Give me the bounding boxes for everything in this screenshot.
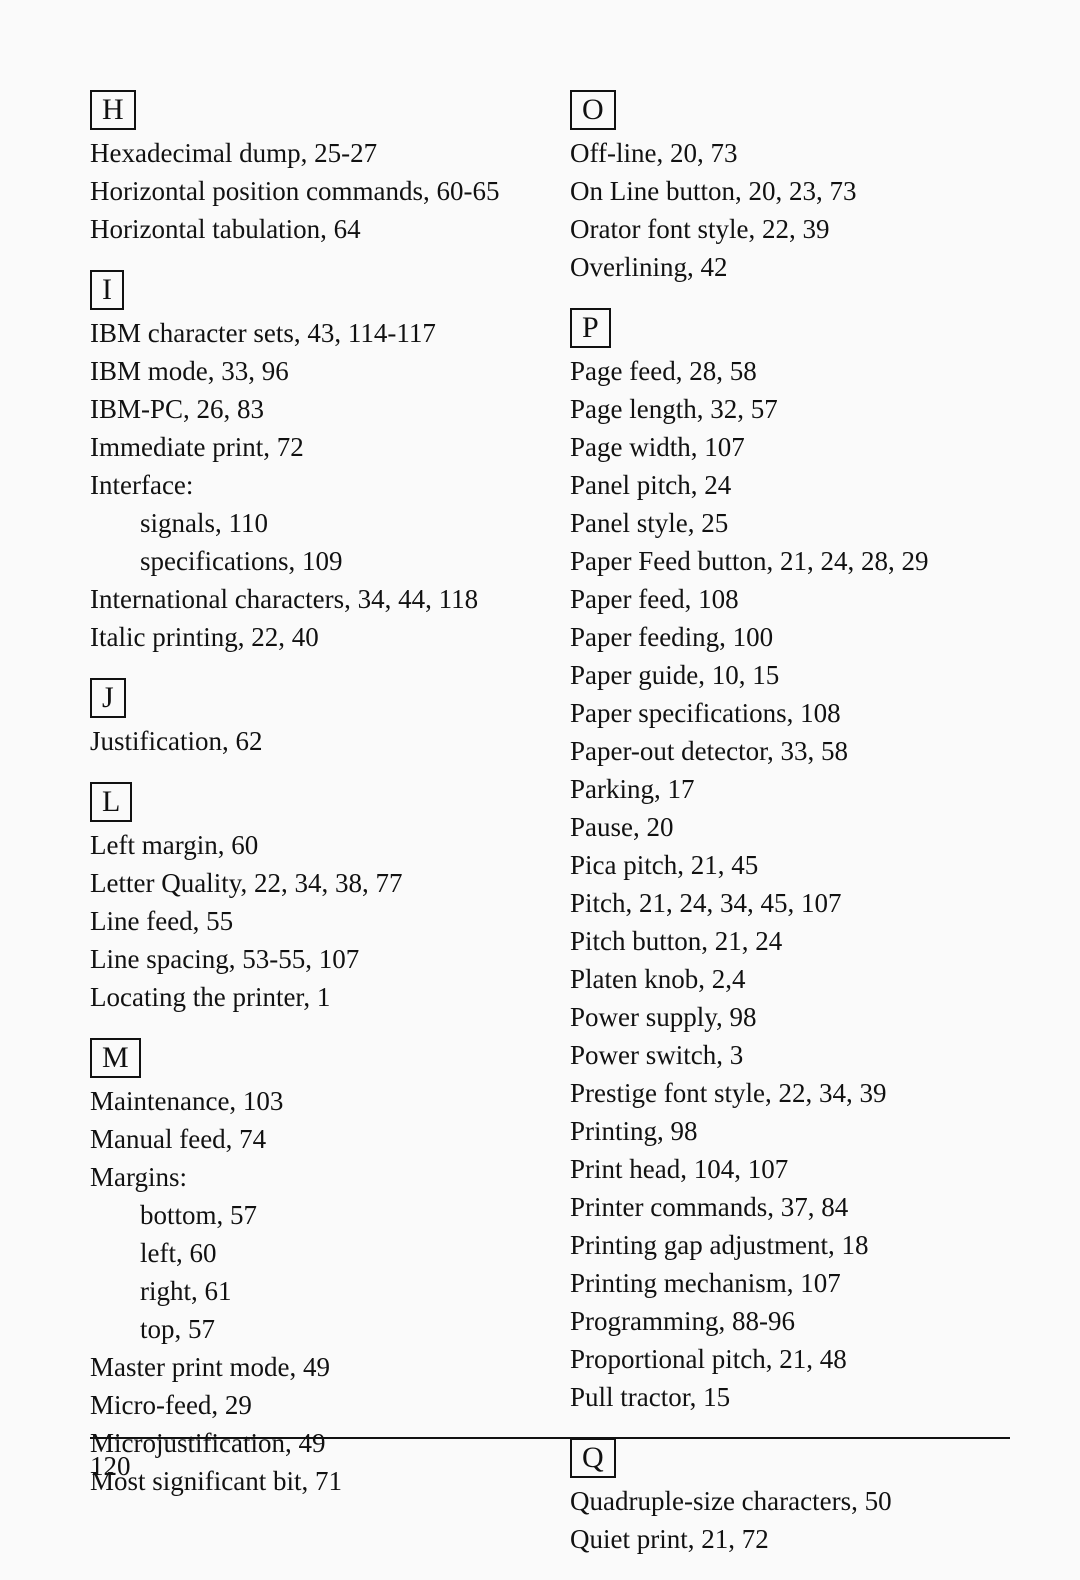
footer-rule xyxy=(90,1437,1010,1439)
section-letter: I xyxy=(90,270,124,310)
section-letter: J xyxy=(90,678,126,718)
index-section: OOff-line, 20, 73On Line button, 20, 23,… xyxy=(570,90,1010,286)
index-entry: Parking, 17 xyxy=(570,770,1010,808)
index-entry: Paper guide, 10, 15 xyxy=(570,656,1010,694)
index-section: PPage feed, 28, 58Page length, 32, 57Pag… xyxy=(570,308,1010,1416)
index-entry: Paper Feed button, 21, 24, 28, 29 xyxy=(570,542,1010,580)
index-entry: Left margin, 60 xyxy=(90,826,530,864)
index-entry: Platen knob, 2,4 xyxy=(570,960,1010,998)
index-entry: Overlining, 42 xyxy=(570,248,1010,286)
index-entry: Printing, 98 xyxy=(570,1112,1010,1150)
index-section: J Justification, 62 xyxy=(90,678,530,760)
left-column: HHexadecimal dump, 25-27Horizontal posit… xyxy=(90,90,530,1580)
index-entry: Off-line, 20, 73 xyxy=(570,134,1010,172)
index-entry: Immediate print, 72 xyxy=(90,428,530,466)
index-entry: Page width, 107 xyxy=(570,428,1010,466)
index-entry: Pitch, 21, 24, 34, 45, 107 xyxy=(570,884,1010,922)
index-entry: Hexadecimal dump, 25-27 xyxy=(90,134,530,172)
index-entry: Printing gap adjustment, 18 xyxy=(570,1226,1010,1264)
entries-list: Hexadecimal dump, 25-27Horizontal positi… xyxy=(90,134,530,248)
index-entry: Proportional pitch, 21, 48 xyxy=(570,1340,1010,1378)
index-entry: Quiet print, 21, 72 xyxy=(570,1520,1010,1558)
index-entry: Pull tractor, 15 xyxy=(570,1378,1010,1416)
index-entry: Pause, 20 xyxy=(570,808,1010,846)
index-entry: Paper specifications, 108 xyxy=(570,694,1010,732)
index-entry: Paper feed, 108 xyxy=(570,580,1010,618)
index-entry: Page feed, 28, 58 xyxy=(570,352,1010,390)
index-entry: Page length, 32, 57 xyxy=(570,390,1010,428)
index-entry: Printer commands, 37, 84 xyxy=(570,1188,1010,1226)
index-entry: Pitch button, 21, 24 xyxy=(570,922,1010,960)
index-entry: Quadruple-size characters, 50 xyxy=(570,1482,1010,1520)
index-entry: Horizontal tabulation, 64 xyxy=(90,210,530,248)
index-entry: top, 57 xyxy=(90,1310,530,1348)
index-entry: signals, 110 xyxy=(90,504,530,542)
index-entry: Paper feeding, 100 xyxy=(570,618,1010,656)
index-entry: Orator font style, 22, 39 xyxy=(570,210,1010,248)
index-section: LLeft margin, 60Letter Quality, 22, 34, … xyxy=(90,782,530,1016)
section-letter: O xyxy=(570,90,616,130)
index-entry: Printing mechanism, 107 xyxy=(570,1264,1010,1302)
columns-container: HHexadecimal dump, 25-27Horizontal posit… xyxy=(90,90,1010,1580)
index-entry: Line feed, 55 xyxy=(90,902,530,940)
index-entry: Locating the printer, 1 xyxy=(90,978,530,1016)
index-entry: Power supply, 98 xyxy=(570,998,1010,1036)
entries-list: Off-line, 20, 73On Line button, 20, 23, … xyxy=(570,134,1010,286)
index-entry: Pica pitch, 21, 45 xyxy=(570,846,1010,884)
index-section: M Maintenance, 103Manual feed, 74Margins:… xyxy=(90,1038,530,1500)
index-entry: Programming, 88-96 xyxy=(570,1302,1010,1340)
section-letter: P xyxy=(570,308,611,348)
index-entry: Italic printing, 22, 40 xyxy=(90,618,530,656)
index-section: IIBM character sets, 43, 114-117IBM mode… xyxy=(90,270,530,656)
section-letter: L xyxy=(90,782,132,822)
index-entry: left, 60 xyxy=(90,1234,530,1272)
index-section: HHexadecimal dump, 25-27Horizontal posit… xyxy=(90,90,530,248)
entries-list: IBM character sets, 43, 114-117IBM mode,… xyxy=(90,314,530,656)
index-entry: IBM mode, 33, 96 xyxy=(90,352,530,390)
index-entry: Paper-out detector, 33, 58 xyxy=(570,732,1010,770)
index-entry: International characters, 34, 44, 118 xyxy=(90,580,530,618)
index-entry: Manual feed, 74 xyxy=(90,1120,530,1158)
index-entry: Horizontal position commands, 60-65 xyxy=(90,172,530,210)
index-entry: specifications, 109 xyxy=(90,542,530,580)
index-entry: Prestige font style, 22, 34, 39 xyxy=(570,1074,1010,1112)
index-entry: IBM-PC, 26, 83 xyxy=(90,390,530,428)
index-entry: right, 61 xyxy=(90,1272,530,1310)
section-letter: H xyxy=(90,90,136,130)
index-entry: Letter Quality, 22, 34, 38, 77 xyxy=(90,864,530,902)
index-entry: Interface: xyxy=(90,466,530,504)
entries-list: Quadruple-size characters, 50Quiet print… xyxy=(570,1482,1010,1558)
index-entry: Power switch, 3 xyxy=(570,1036,1010,1074)
right-column: OOff-line, 20, 73On Line button, 20, 23,… xyxy=(570,90,1010,1580)
index-entry: bottom, 57 xyxy=(90,1196,530,1234)
index-entry: Line spacing, 53-55, 107 xyxy=(90,940,530,978)
index-page: HHexadecimal dump, 25-27Horizontal posit… xyxy=(0,0,1080,1522)
entries-list: Justification, 62 xyxy=(90,722,530,760)
index-entry: Panel pitch, 24 xyxy=(570,466,1010,504)
entries-list: Page feed, 28, 58Page length, 32, 57Page… xyxy=(570,352,1010,1416)
index-entry: Master print mode, 49 xyxy=(90,1348,530,1386)
index-entry: On Line button, 20, 23, 73 xyxy=(570,172,1010,210)
index-entry: Justification, 62 xyxy=(90,722,530,760)
index-entry: Print head, 104, 107 xyxy=(570,1150,1010,1188)
page-number: 120 xyxy=(90,1451,1010,1482)
index-entry: Maintenance, 103 xyxy=(90,1082,530,1120)
section-letter: M xyxy=(90,1038,141,1078)
index-entry: IBM character sets, 43, 114-117 xyxy=(90,314,530,352)
index-entry: Micro-feed, 29 xyxy=(90,1386,530,1424)
page-footer: 120 xyxy=(90,1437,1010,1482)
index-entry: Margins: xyxy=(90,1158,530,1196)
index-entry: Panel style, 25 xyxy=(570,504,1010,542)
entries-list: Left margin, 60Letter Quality, 22, 34, 3… xyxy=(90,826,530,1016)
